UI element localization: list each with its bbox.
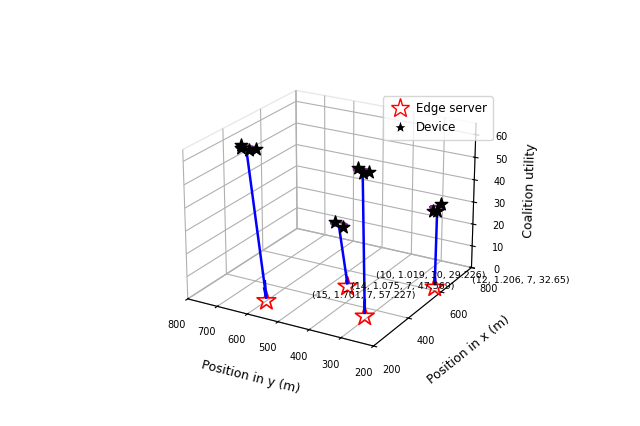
Y-axis label: Position in x (m): Position in x (m) — [426, 314, 513, 387]
X-axis label: Position in y (m): Position in y (m) — [200, 358, 301, 395]
Legend: Edge server, Device: Edge server, Device — [383, 96, 493, 140]
